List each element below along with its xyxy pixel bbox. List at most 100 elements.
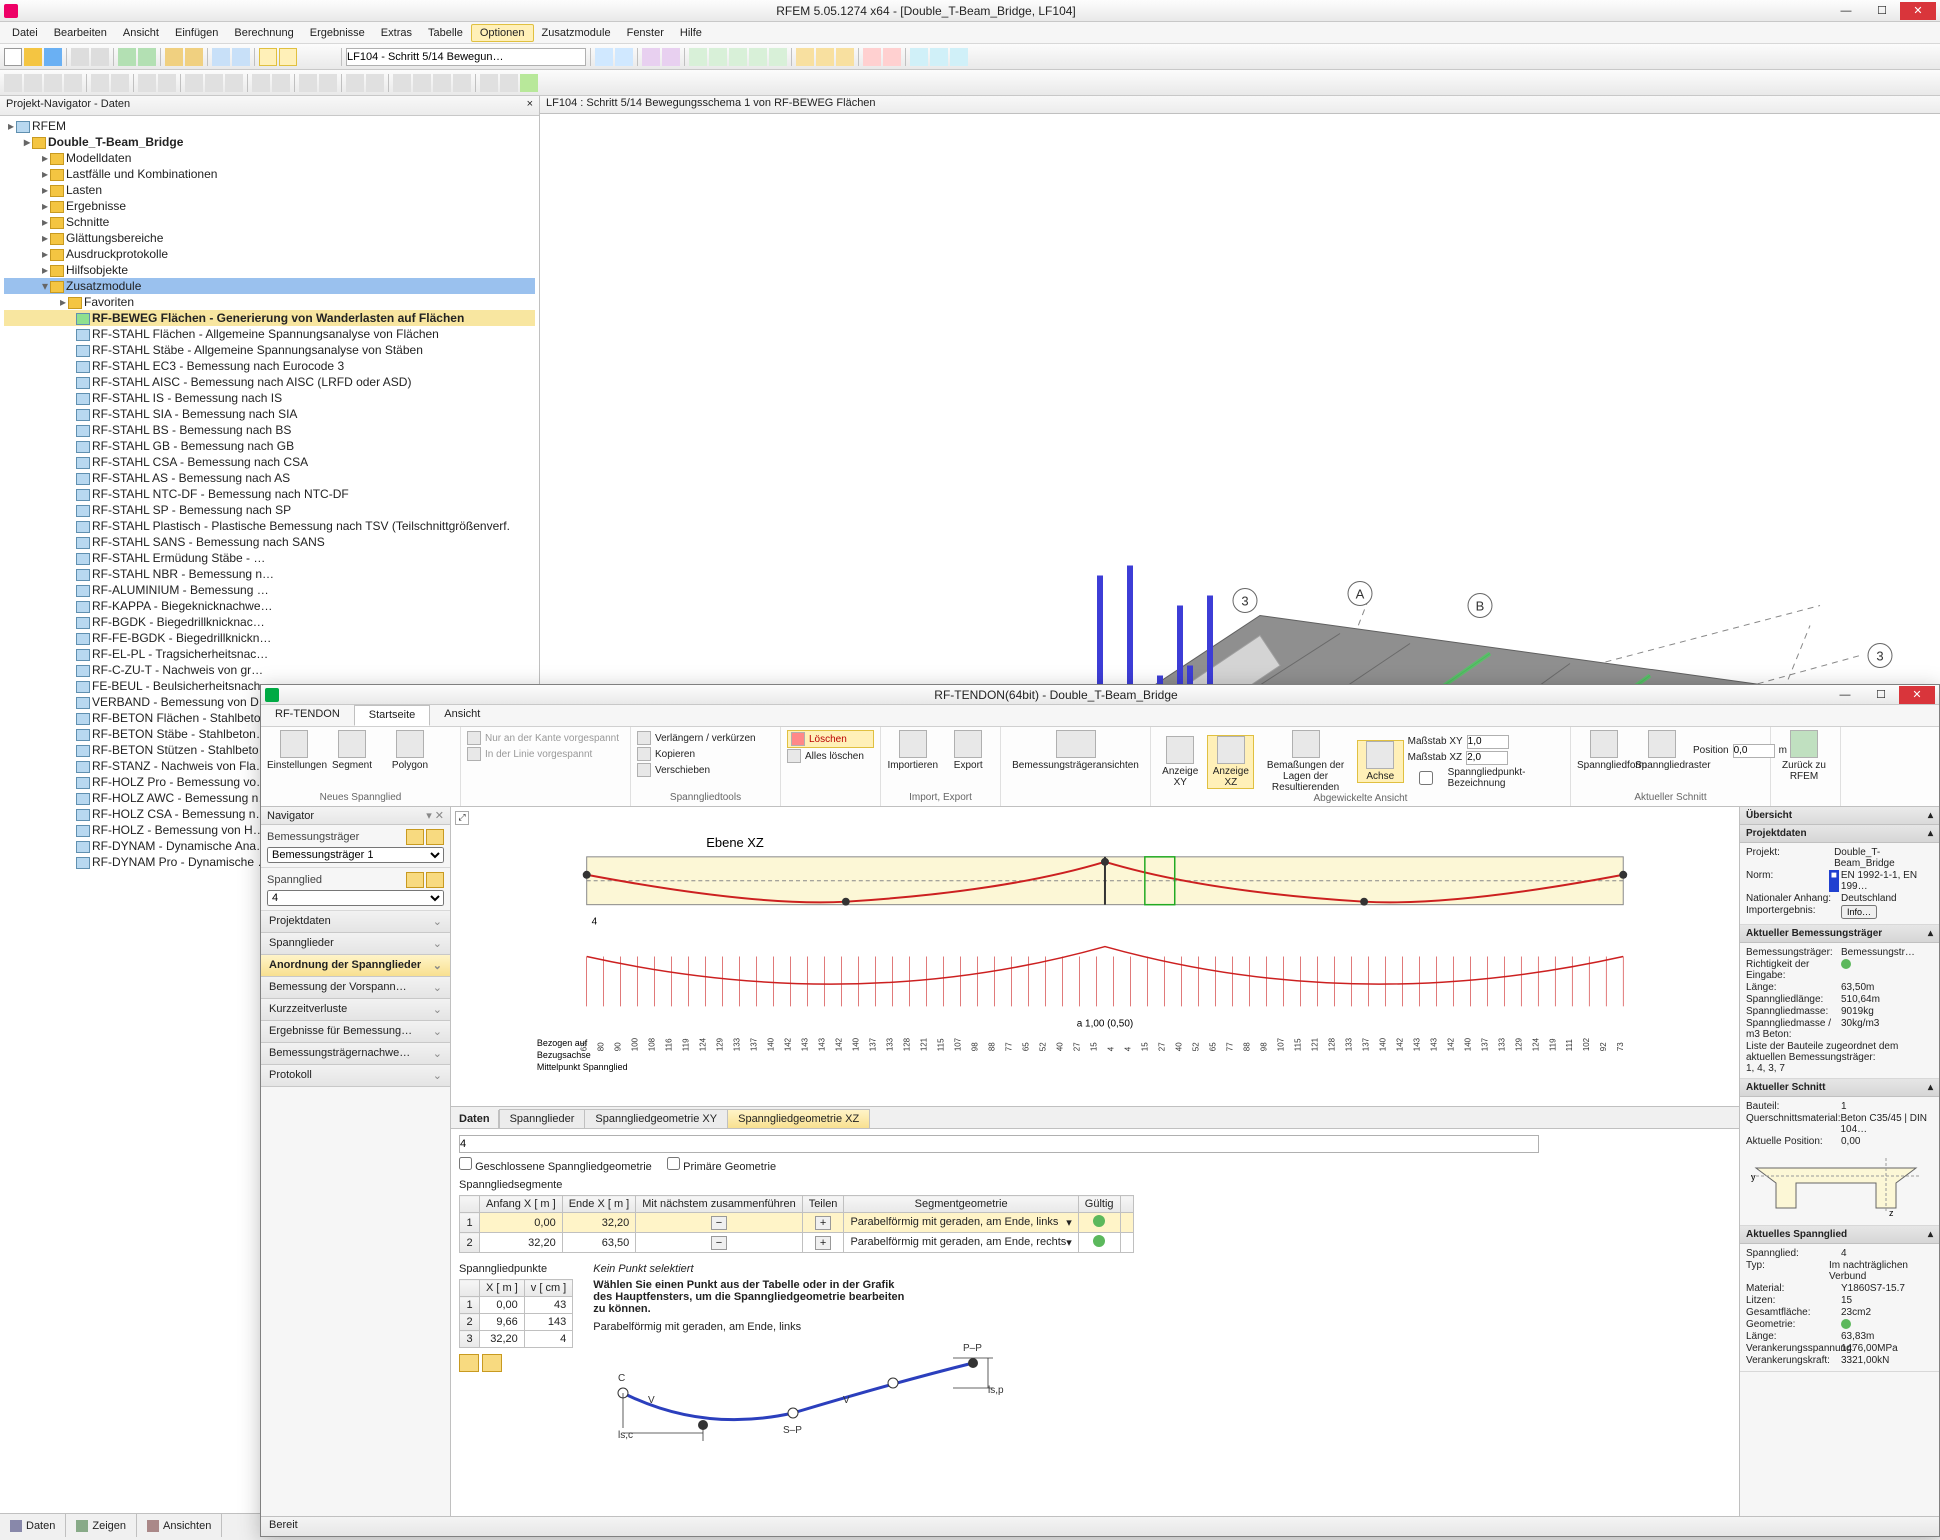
- tb2-misc7-icon[interactable]: [520, 74, 538, 92]
- btn-kopieren[interactable]: Kopieren: [637, 746, 774, 762]
- menu-extras[interactable]: Extras: [373, 25, 420, 41]
- tb-prev-icon[interactable]: [595, 48, 613, 66]
- tree-node-module[interactable]: RF-STAHL Stäbe - Allgemeine Spannungsana…: [4, 342, 535, 358]
- btn-einstellungen[interactable]: Einstellungen: [267, 730, 321, 771]
- tree-node-module[interactable]: RF-ALUMINIUM - Bemessung …: [4, 582, 535, 598]
- traeger-open-icon[interactable]: [406, 829, 424, 845]
- tree-node-zusatz[interactable]: ▾Zusatzmodule: [4, 278, 535, 294]
- nav-tab-ansichten[interactable]: Ansichten: [137, 1514, 222, 1537]
- load-case-combo[interactable]: [346, 48, 586, 66]
- tendon-index-input[interactable]: [459, 1135, 1539, 1153]
- tb2-select-icon[interactable]: [319, 74, 337, 92]
- tb-next-icon[interactable]: [615, 48, 633, 66]
- dtab-geom-xy[interactable]: Spanngliedgeometrie XY: [584, 1109, 728, 1128]
- dtab-geom-xz[interactable]: Spanngliedgeometrie XZ: [727, 1109, 870, 1128]
- tree-node[interactable]: ▸Ausdruckprotokolle: [4, 246, 535, 262]
- tree-node-module[interactable]: RF-STAHL GB - Bemessung nach GB: [4, 438, 535, 454]
- points-table[interactable]: X [ m ]v [ cm ]10,004329,66143332,204: [459, 1279, 573, 1348]
- tree-node-module[interactable]: RF-STAHL SIA - Bemessung nach SIA: [4, 406, 535, 422]
- tree-node[interactable]: ▸Double_T-Beam_Bridge: [4, 134, 535, 150]
- tree-node-module[interactable]: RF-BGDK - Biegedrillknicknac…: [4, 614, 535, 630]
- scale-xz-input[interactable]: [1466, 751, 1508, 765]
- tb-view2-icon[interactable]: [279, 48, 297, 66]
- tree-node-module[interactable]: RF-STAHL AISC - Bemessung nach AISC (LRF…: [4, 374, 535, 390]
- tree-node[interactable]: ▸Favoriten: [4, 294, 535, 310]
- btn-verlaengern[interactable]: Verlängern / verkürzen: [637, 730, 774, 746]
- nav-tab-zeigen[interactable]: Zeigen: [66, 1514, 137, 1537]
- tb2-distload-icon[interactable]: [225, 74, 243, 92]
- tb2-misc1-icon[interactable]: [393, 74, 411, 92]
- tb-undo-icon[interactable]: [118, 48, 136, 66]
- acc-item[interactable]: Kurzzeitverluste⌄: [261, 999, 450, 1021]
- menu-ergebnisse[interactable]: Ergebnisse: [302, 25, 373, 41]
- position-input[interactable]: [1733, 744, 1775, 758]
- rtab-ansicht[interactable]: Ansicht: [430, 705, 494, 726]
- menu-einfuegen[interactable]: Einfügen: [167, 25, 226, 41]
- btn-export[interactable]: Export: [943, 730, 995, 771]
- tb-paste-icon[interactable]: [185, 48, 203, 66]
- btn-allesloeschen[interactable]: Alles löschen: [787, 748, 874, 764]
- tb2-node-icon[interactable]: [4, 74, 22, 92]
- pts-btn2-icon[interactable]: [482, 1354, 502, 1372]
- tb-copy-icon[interactable]: [165, 48, 183, 66]
- tb-snap-icon[interactable]: [232, 48, 250, 66]
- rtab-startseite[interactable]: Startseite: [354, 705, 430, 726]
- segments-table[interactable]: Anfang X [ m ]Ende X [ m ]Mit nächstem z…: [459, 1195, 1134, 1253]
- chk-primaer[interactable]: Primäre Geometrie: [667, 1161, 776, 1173]
- tendon-graph[interactable]: ⤢ Ebene XZ 63809010010811611912412913313…: [451, 807, 1739, 1107]
- tb-xz-icon[interactable]: [749, 48, 767, 66]
- rtab-rftendon[interactable]: RF-TENDON: [261, 705, 354, 726]
- acc-item[interactable]: Bemessungsträgernachwe…⌄: [261, 1043, 450, 1065]
- tb-iso-icon[interactable]: [689, 48, 707, 66]
- tree-node-active-module[interactable]: RF-BEWEG Flächen - Generierung von Wande…: [4, 310, 535, 326]
- tb-open-icon[interactable]: [24, 48, 42, 66]
- tree-node[interactable]: ▸Ergebnisse: [4, 198, 535, 214]
- menu-fenster[interactable]: Fenster: [619, 25, 672, 41]
- acc-item[interactable]: Protokoll⌄: [261, 1065, 450, 1087]
- acc-item[interactable]: Bemessung der Vorspann…⌄: [261, 977, 450, 999]
- tb2-surface-icon[interactable]: [64, 74, 82, 92]
- minimize-button[interactable]: —: [1828, 2, 1864, 20]
- menu-ansicht[interactable]: Ansicht: [115, 25, 167, 41]
- pts-btn1-icon[interactable]: [459, 1354, 479, 1372]
- tb-pan-icon[interactable]: [816, 48, 834, 66]
- tree-node[interactable]: ▸Hilfsobjekte: [4, 262, 535, 278]
- tb2-line-icon[interactable]: [24, 74, 42, 92]
- info-button[interactable]: Info…: [1841, 905, 1877, 919]
- tb2-dim-icon[interactable]: [252, 74, 270, 92]
- btn-anzeige-xy[interactable]: Anzeige XY: [1157, 736, 1203, 788]
- tb-wire-icon[interactable]: [930, 48, 948, 66]
- menu-zusatzmodule[interactable]: Zusatzmodule: [534, 25, 619, 41]
- acc-item[interactable]: Spannglieder⌄: [261, 933, 450, 955]
- sg-open-icon[interactable]: [406, 872, 424, 888]
- tb-loads-icon[interactable]: [863, 48, 881, 66]
- dtab-spannglieder[interactable]: Spannglieder: [499, 1109, 586, 1128]
- tb-xy-icon[interactable]: [729, 48, 747, 66]
- tb-rotate-icon[interactable]: [836, 48, 854, 66]
- tree-node-module[interactable]: RF-EL-PL - Tragsicherheitsnac…: [4, 646, 535, 662]
- tree-node-module[interactable]: RF-STAHL AS - Bemessung nach AS: [4, 470, 535, 486]
- tree-node-module[interactable]: RF-STAHL SP - Bemessung nach SP: [4, 502, 535, 518]
- tb2-mat-icon[interactable]: [111, 74, 129, 92]
- close-button[interactable]: ✕: [1900, 2, 1936, 20]
- tb2-text-icon[interactable]: [272, 74, 290, 92]
- spannglied-select[interactable]: 4: [267, 890, 444, 906]
- tendon-close-button[interactable]: ✕: [1899, 686, 1935, 704]
- maximize-button[interactable]: ☐: [1864, 2, 1900, 20]
- chk-bezeichnung[interactable]: [1408, 771, 1444, 785]
- btn-traegeransichten[interactable]: Bemessungsträgeransichten: [1007, 730, 1144, 771]
- tree-node-module[interactable]: RF-STAHL IS - Bemessung nach IS: [4, 390, 535, 406]
- tb2-misc2-icon[interactable]: [413, 74, 431, 92]
- tree-node[interactable]: ▸Modelldaten: [4, 150, 535, 166]
- tree-node-module[interactable]: RF-STAHL BS - Bemessung nach BS: [4, 422, 535, 438]
- sg-edit-icon[interactable]: [426, 872, 444, 888]
- tb2-misc3-icon[interactable]: [433, 74, 451, 92]
- tree-node[interactable]: ▸Glättungsbereiche: [4, 230, 535, 246]
- tendon-minimize-button[interactable]: —: [1827, 686, 1863, 704]
- btn-import[interactable]: Importieren: [887, 730, 939, 771]
- btn-back-rfem[interactable]: Zurück zu RFEM: [1777, 730, 1831, 782]
- tb2-misc5-icon[interactable]: [480, 74, 498, 92]
- nav-tab-daten[interactable]: Daten: [0, 1514, 66, 1537]
- tree-node-module[interactable]: RF-STAHL NBR - Bemessung n…: [4, 566, 535, 582]
- tb2-filter-icon[interactable]: [299, 74, 317, 92]
